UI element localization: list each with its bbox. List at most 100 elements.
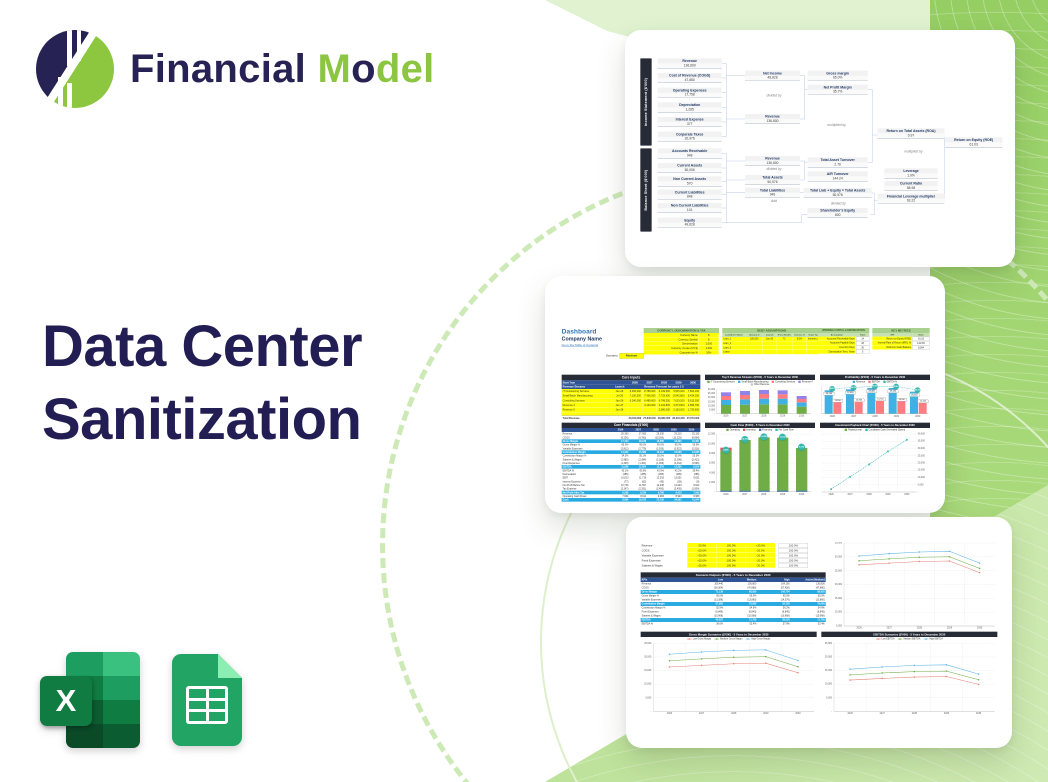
table-row: Fixed Expenses (6,845) (6,845) (6,845) (6,84… [641,610,826,614]
legend-item: EBITDA % [883,380,897,384]
legend-swatch [775,428,778,432]
x-axis-label: 2028 [916,627,922,630]
flow-box: Current Liabilities 848 [657,189,722,200]
table-row: Contribution Margin 14,322 15,389 16,132 16,… [561,450,701,455]
table-cell: Currency Symbol [643,337,700,342]
table-cell: Jan-26 [763,337,777,342]
flow-box: Revenue 136,800 [745,156,801,167]
table-cell: (1,924) [691,487,700,491]
legend-swatch [844,428,848,432]
table-cell: 2028 [653,428,659,432]
legend-label: Low EBITDA [881,637,895,641]
table-cell: (2,188) [656,458,664,462]
legend-item: Consulting Services [771,380,795,384]
bar-value-label: 25,150 [909,393,920,397]
table-cell: (57,456) [780,586,790,590]
table-cell: (10,968) [815,614,825,618]
table-cell: (1,301) [638,461,647,465]
table-cell [792,350,808,355]
legend-swatch [758,428,762,432]
axis-tick-label: 8,000 [709,452,716,455]
table-title: CURRENCY, DENOMINATION & TAX [643,328,720,334]
table-cell: 2027 [635,428,642,432]
table-row: Currency Name $ [643,333,720,338]
table-row: EBITDA 40,037 71,708 95,030 71,708 [640,618,826,623]
table-cell: Loan_3 [722,345,746,351]
operating-bar [720,450,732,492]
table-cell: EBITDA [562,465,572,469]
flow-box-value: 48,828 [745,75,801,81]
legend-line-marker [923,638,929,640]
flow-box-value: 848 [657,194,722,200]
axis-tick-label: 10,000 [917,476,925,479]
table-cell: 8,064 [912,345,930,350]
flow-box: Net Profit Margin 35.7% [807,84,868,95]
axis-tick-label: 35,000 [834,541,843,545]
table-cell: 9,326 [640,491,647,495]
flow-box-label: Revenue [682,59,697,64]
table-cell: +20.0% [746,543,776,549]
table-cell: 28 [856,341,870,346]
axis-tick-label: 25,000 [824,642,833,645]
bar-value-label: 26,700 [823,391,835,396]
logo-slit [76,30,82,62]
minus-operator: - [689,112,691,117]
table-cell: $ [699,337,720,342]
table-cell: (47,880) [747,586,757,590]
financing-strip [720,490,732,492]
table-cell: (2,922) [673,447,682,451]
axis-tick-label: 5,000 [917,483,924,486]
table-cell: 65.0% [749,594,757,598]
table-row: COGS +20.0% 100.0% -20.0% 100.0% [641,548,809,554]
table-cell: 65.0% [782,594,790,598]
flow-box: Net Income 48,828 [745,70,801,81]
table-cell: Loan/Event Name [722,333,746,338]
table-cell: 8.0% [792,337,808,342]
table-row: Variable Expenses (13,286) (13,860) (14,376… [641,598,826,602]
table-cell: (2,812) [620,447,629,451]
table-cell: 2026 [617,428,624,432]
table-row: Revenue 26,360 27,950 29,330 29,215 25,155 [562,432,701,436]
flow-box: Corporate Taxes 20,976 [657,131,722,142]
flow-box-label: Non Current Assets [673,177,707,182]
table-cell: +20.0% [687,553,717,559]
x-axis-label: 2030 [798,414,805,418]
table-cell: 100.0% [716,548,747,554]
table-cell: (62) [641,480,647,484]
flow-box-label: Depreciation [679,103,701,108]
flow-box-label: Corporate Taxes [675,132,704,137]
table-row: Variable Expenses (2,812) (2,779) (2,933) (2… [562,447,701,451]
table-cell: 57.9% [782,622,790,626]
table-row: Currency Symbol $ [643,337,720,342]
sheets-grid-glyph [186,686,228,724]
table-cell: (2,933) [656,447,664,451]
table-cell: 7,019,200 [671,398,686,404]
table-cell: (285) [675,472,682,476]
table-cell: 10,736 [621,483,629,487]
flow-box-value: 136,800 [657,63,722,69]
table-cell: 18,990 [674,439,682,443]
table-row: Fixed Expenses +20.0% 100.0% -20.0% 100.0% [641,558,809,564]
table-row: Gross Margin % 65.0% 65.0% 65.0% 65.0% [641,594,826,598]
table-title: Core Financials ($'000) [561,422,701,429]
table-cell: -20.0% [746,558,776,564]
table-cell: Operating Cash Flows [562,494,587,498]
table-row: COGS (38,304) (47,880) (57,456) (47,880) [641,586,826,590]
table-cell: COGS [641,549,650,553]
x-axis-label: 2028 [911,712,917,715]
table-cell: 1.000 [699,346,720,351]
x-axis-label: 2030 [915,415,921,418]
table-cell: (38,304) [714,586,724,590]
screenshot-card-dashboard: Dashboard Company Name Go to the Table of … [545,276,945,513]
table-cell: Total Revenue [561,415,612,421]
revenue-bar [846,389,855,414]
axis-tick-label: 15,000 [834,597,843,600]
table-cell: 8,450,000 [627,389,643,394]
core-inputs-table: Core Inputs Start Year 2026 2027 2028 2029 203… [561,374,701,421]
brand-first-word: Financial [130,46,307,91]
table-cell: 100.0% [778,548,809,554]
flow-box: Financial Leverage multiplier 63.22 [877,193,945,204]
chart-title: Profitability ($'000) - 5 Years to Decem… [820,374,931,381]
table-row: Revenue Streams Launch Revenue Forecast fo… [561,384,701,390]
flow-box-value: 61.03 [945,142,1003,148]
